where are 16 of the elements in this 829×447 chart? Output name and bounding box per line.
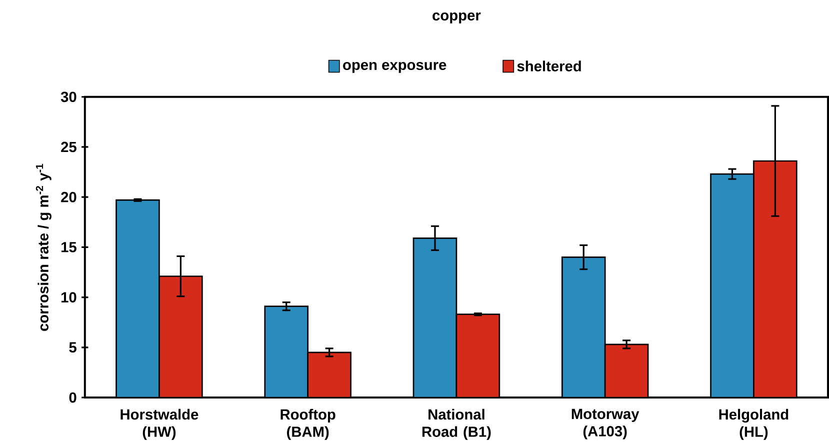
y-axis-title: corrosion rate / g m$^{-2}$ y$^{-1}$ (36, 164, 52, 331)
y-tick-label: 30 (60, 91, 76, 102)
y-tick-label: 20 (61, 192, 76, 202)
y-tick-label: 15 (61, 242, 76, 252)
legend-label: open exposure (343, 62, 446, 73)
y-tick-label: 0 (69, 392, 76, 402)
x-tick-label: Rooftop (BAM) (280, 408, 336, 440)
chart-title: copper (432, 12, 481, 24)
x-tick-label: National Road (B1) (422, 408, 491, 440)
legend-label: sheltered (517, 60, 581, 72)
y-tick-label: 10 (61, 292, 76, 302)
x-tick-label: Horstwalde (HW) (120, 408, 198, 440)
x-tick-label: Motorway (A103) (572, 408, 640, 440)
y-tick-label: 5 (69, 342, 76, 352)
y-tick-label: 25 (61, 142, 76, 152)
x-tick-label: Helgoland (HL) (719, 408, 788, 440)
